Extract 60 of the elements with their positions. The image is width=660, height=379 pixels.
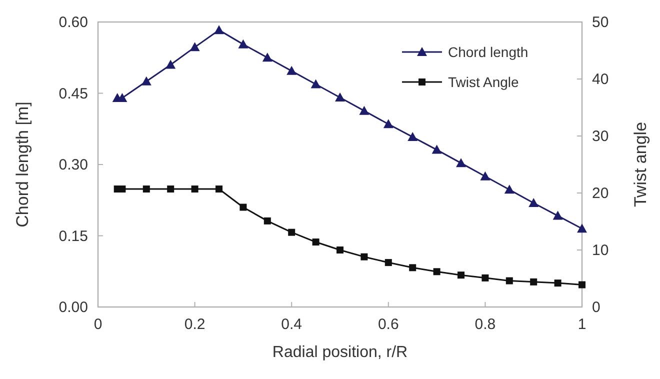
y2-tick-label: 40: [592, 71, 609, 88]
x-tick-label: 0.2: [184, 316, 206, 333]
point: [191, 186, 198, 193]
y2-tick-label: 50: [592, 14, 609, 31]
point: [288, 228, 296, 236]
x-tick-label: 1: [578, 316, 586, 333]
point: [360, 253, 368, 260]
point: [286, 66, 297, 75]
point: [408, 132, 418, 141]
point: [433, 268, 440, 276]
point: [336, 246, 344, 254]
point: [240, 204, 247, 211]
x-tick-label: 0: [94, 316, 102, 333]
legend-label: Chord length: [448, 44, 528, 60]
point: [166, 60, 176, 69]
point: [384, 259, 392, 266]
x-axis-title: Radial position, r/R: [272, 344, 408, 361]
point: [190, 42, 200, 52]
x-tick-label: 0.6: [378, 316, 399, 333]
y-tick-label: 0.30: [58, 156, 88, 174]
point: [506, 277, 513, 284]
point: [216, 186, 222, 193]
point: [335, 92, 345, 102]
point: [359, 106, 370, 115]
point: [262, 52, 272, 62]
y2-tick-label: 20: [592, 185, 609, 202]
y-tick-label: 0.45: [58, 85, 88, 102]
point: [480, 171, 490, 180]
y-axis-title: Chord length [m]: [13, 102, 32, 228]
y2-tick-label: 30: [592, 128, 609, 145]
point: [458, 272, 464, 279]
point: [432, 144, 442, 154]
point: [577, 224, 587, 233]
point: [312, 238, 320, 246]
point: [578, 281, 586, 288]
y2-tick-label: 10: [592, 242, 609, 259]
point: [142, 186, 150, 193]
y2-tick-label: 0: [592, 299, 600, 316]
point: [310, 79, 321, 88]
point: [552, 210, 563, 220]
point: [504, 184, 514, 194]
point: [456, 158, 466, 168]
point: [264, 217, 271, 224]
point: [167, 186, 174, 193]
point: [238, 39, 248, 48]
point: [141, 76, 152, 86]
point: [530, 278, 538, 286]
x-tick-label: 0.4: [281, 316, 302, 333]
legend-label: Twist Angle: [448, 74, 520, 90]
y-tick-label: 0.15: [58, 228, 88, 245]
y-tick-label: 0.60: [58, 14, 88, 31]
point: [482, 274, 489, 282]
point: [528, 198, 539, 207]
point: [554, 280, 562, 287]
x-tick-label: 0.8: [474, 316, 496, 333]
point: [214, 25, 224, 34]
y-tick-label: 0.00: [58, 299, 88, 316]
point: [409, 264, 416, 272]
y2-axis-title: Twist angle: [631, 122, 650, 208]
point: [383, 119, 394, 128]
